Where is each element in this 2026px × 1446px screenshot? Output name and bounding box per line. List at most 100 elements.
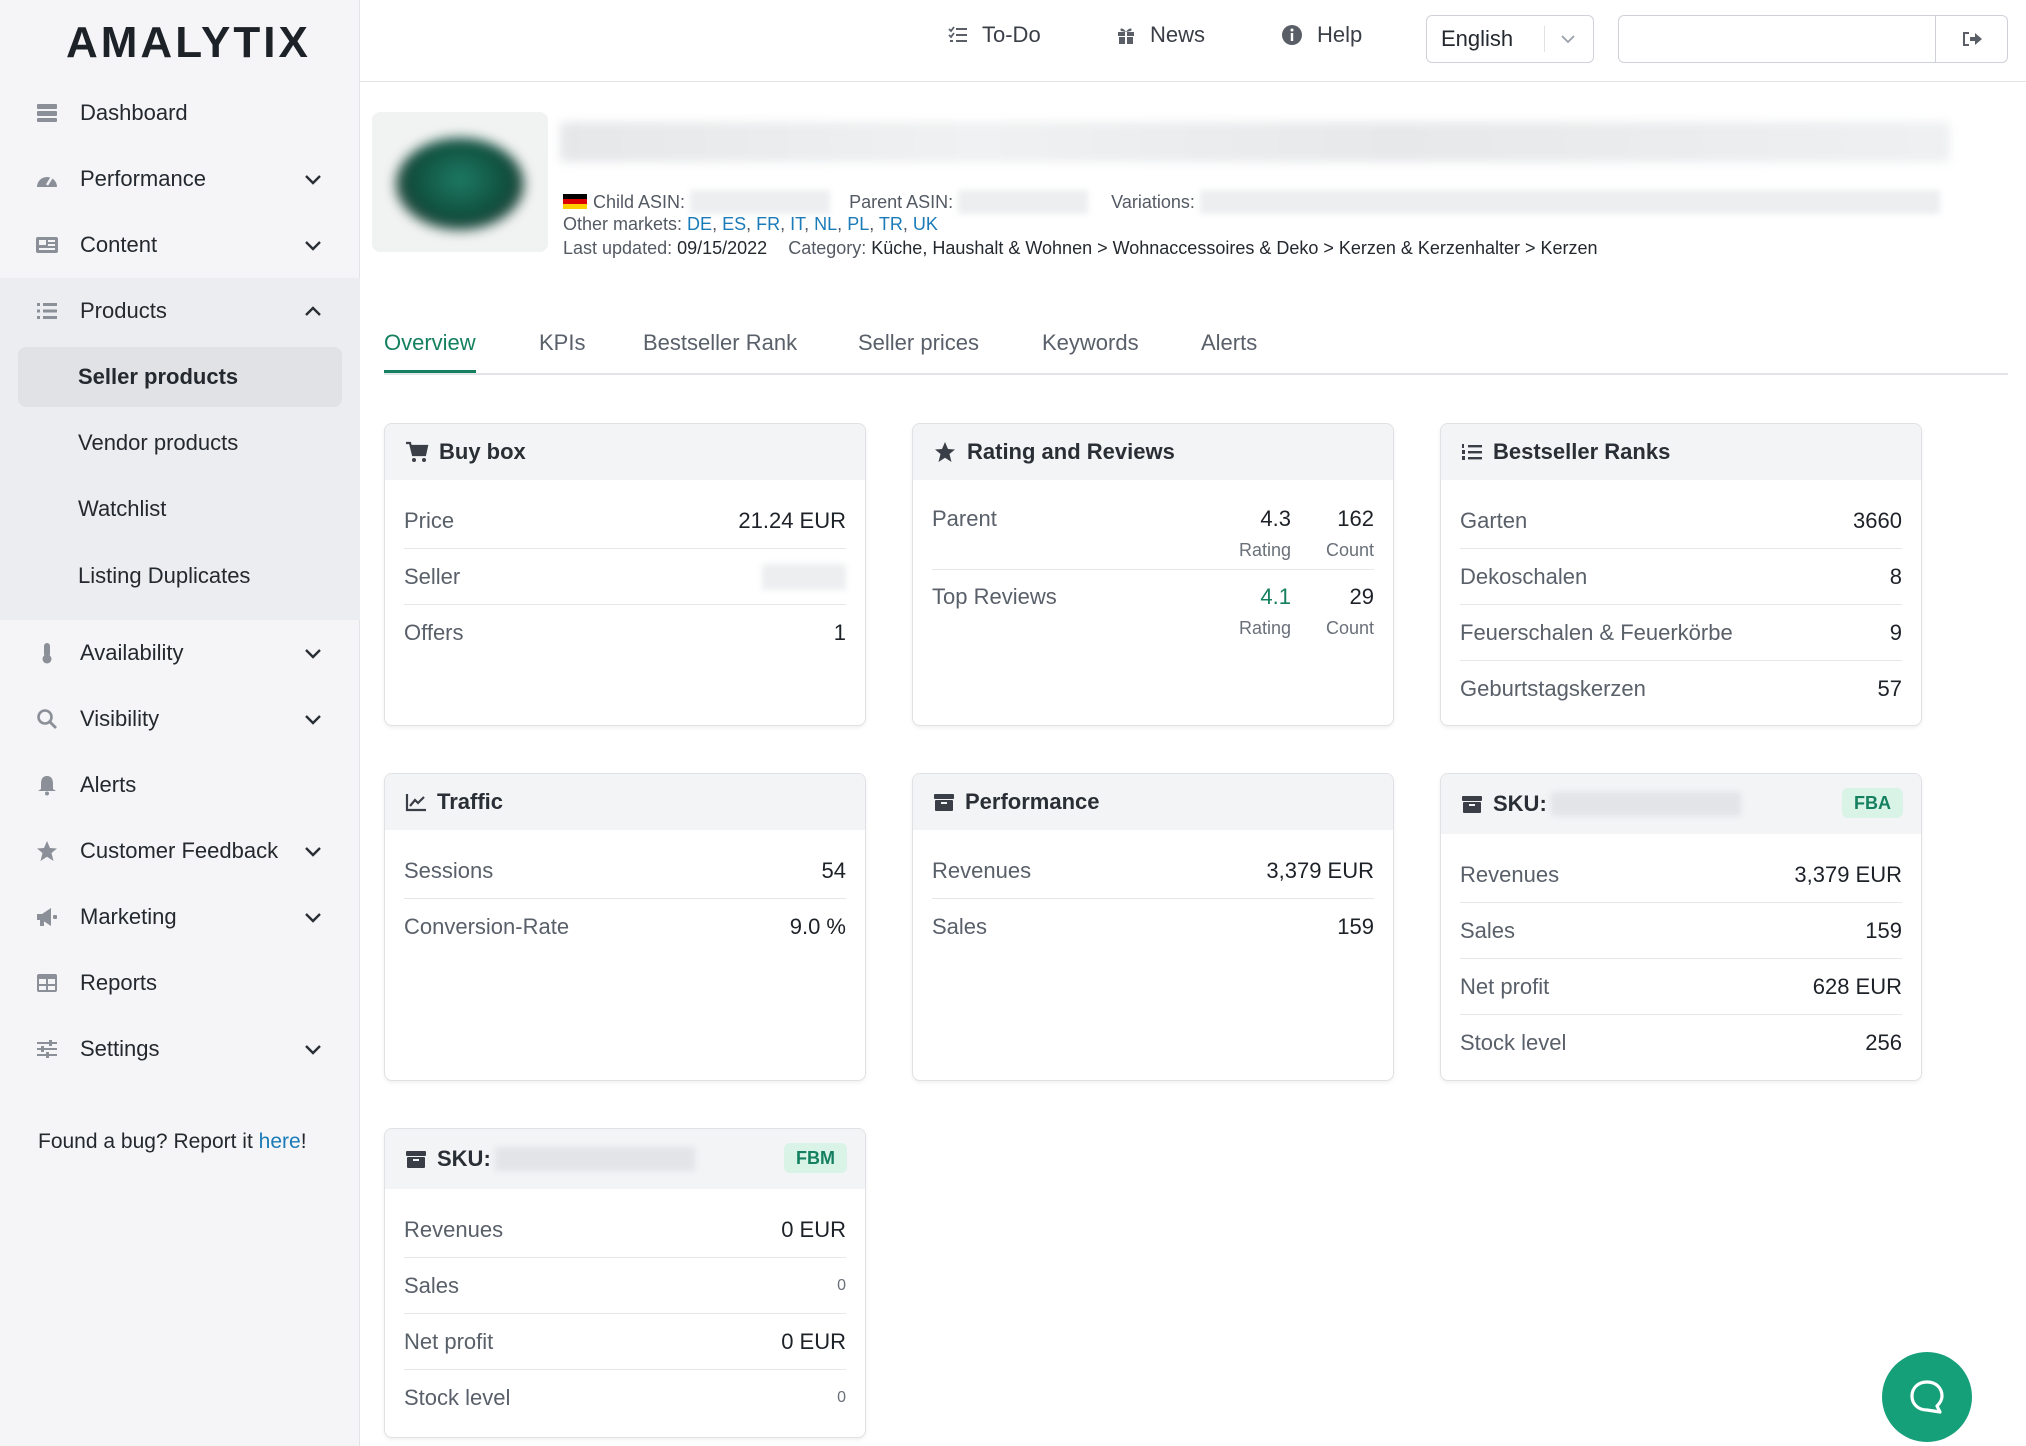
sidebar-item-label: Reports: [80, 970, 158, 995]
top-reviews-row: Top Reviews 4.1 29 Rating Count: [932, 570, 1374, 648]
row-value: 256: [1865, 1030, 1902, 1055]
card-header: Performance: [913, 774, 1393, 830]
tab-bestseller-rank[interactable]: Bestseller Rank: [643, 330, 798, 355]
sidebar-subitem-listing-duplicates[interactable]: Listing Duplicates: [78, 563, 251, 588]
row-label: Revenues: [404, 1216, 504, 1242]
chevron-down-icon: [305, 715, 321, 725]
star-icon: [34, 838, 60, 864]
todo-label: To-Do: [982, 22, 1041, 47]
sign-out-icon: [1962, 32, 1982, 46]
bsr-row: Feuerschalen & Feuerkörbe 9: [1460, 605, 1902, 661]
sidebar-item-label: Performance: [80, 166, 206, 191]
todo-link[interactable]: To-Do: [948, 22, 1041, 48]
language-select[interactable]: English: [1426, 15, 1594, 63]
buybox-card: Buy box Price 21.24 EUR Seller Offers 1: [384, 423, 866, 726]
tab-seller-prices[interactable]: Seller prices: [858, 330, 980, 355]
sidebar-item-marketing[interactable]: Marketing: [0, 884, 360, 950]
chevron-down-icon: [305, 649, 321, 659]
market-link-nl[interactable]: NL: [814, 214, 838, 234]
chevron-down-icon: [305, 913, 321, 923]
market-link-it[interactable]: IT: [790, 214, 805, 234]
card-title: Rating and Reviews: [967, 439, 1175, 464]
sidebar-item-settings[interactable]: Settings: [0, 1016, 360, 1082]
market-link-es[interactable]: ES: [722, 214, 747, 234]
sidebar-item-label: Marketing: [80, 904, 177, 929]
tab-overview[interactable]: Overview: [384, 330, 476, 373]
parent-count-value: 162: [1337, 506, 1374, 531]
market-link-tr[interactable]: TR: [878, 214, 903, 234]
chevron-down-icon: [305, 175, 321, 185]
sidebar-item-label: Content: [80, 232, 158, 257]
search-input[interactable]: [1618, 15, 1936, 63]
sidebar-item-content[interactable]: Content: [0, 212, 360, 278]
sku-row: Stock level 256: [1460, 1015, 1902, 1071]
chat-bubble-icon: [1910, 1380, 1944, 1414]
sidebar-subitem-seller-products[interactable]: Seller products: [18, 347, 342, 407]
sidebar-subitem-watchlist[interactable]: Watchlist: [78, 496, 167, 521]
sku-row: Sales 159: [1460, 903, 1902, 959]
bug-text: Found a bug? Report it: [38, 1130, 259, 1153]
card-body: Parent 4.3 162 Rating Count Top Reviews …: [913, 492, 1393, 648]
sidebar-item-performance[interactable]: Performance: [0, 146, 360, 212]
sidebar-item-visibility[interactable]: Visibility: [0, 686, 360, 752]
market-link-de[interactable]: DE: [687, 214, 713, 234]
sidebar-item-customer-feedback[interactable]: Customer Feedback: [0, 818, 360, 884]
gift-icon: [1118, 28, 1134, 44]
last-updated-value: 09/15/2022: [677, 238, 768, 258]
sidebar-item-dashboard[interactable]: Dashboard: [0, 80, 360, 146]
news-link[interactable]: News: [1116, 22, 1205, 48]
parent-asin-redacted: [958, 190, 1089, 214]
chevron-down-icon: [1561, 35, 1575, 44]
row-label: Stock level: [404, 1385, 511, 1410]
row-value: 3660: [1853, 507, 1902, 533]
logo[interactable]: AMALYTIX: [66, 18, 311, 67]
variations-redacted: [1199, 190, 1940, 214]
card-title: Performance: [965, 789, 1100, 814]
logout-button[interactable]: [1936, 15, 2008, 63]
row-value: 0: [837, 1276, 846, 1294]
row-value: 8: [1889, 563, 1902, 589]
chat-button[interactable]: [1882, 1352, 1972, 1442]
sku-fba-card: SKU: FBA Revenues 3,379 EUR Sales 159 Net …: [1440, 773, 1922, 1081]
performance-card: Performance Revenues 3,379 EUR Sales 159: [912, 773, 1394, 1081]
sidebar-item-label: Settings: [80, 1036, 160, 1061]
rating-card: Rating and Reviews Parent 4.3 162 Rating…: [912, 423, 1394, 726]
row-value: 0 EUR: [781, 1216, 846, 1242]
row-label: Parent: [932, 506, 997, 531]
count-caption: Count: [1325, 540, 1374, 560]
card-header: Traffic: [385, 774, 865, 830]
sidebar-item-label: Products: [80, 298, 167, 323]
sku-redacted: [1550, 792, 1741, 816]
row-label: Top Reviews: [932, 584, 1057, 609]
offers-value: 1: [833, 620, 846, 645]
line-chart-icon: [405, 794, 426, 812]
fulfillment-badge: FBA: [1842, 788, 1903, 818]
child-asin-redacted: [690, 190, 831, 214]
help-label: Help: [1317, 22, 1363, 47]
sidebar-item-products[interactable]: Products: [0, 278, 360, 344]
conversion-rate-row: Conversion-Rate 9.0 %: [404, 899, 846, 955]
card-header: Bestseller Ranks: [1441, 424, 1921, 480]
help-link[interactable]: Help: [1281, 22, 1362, 48]
sidebar-subitem-vendor-products[interactable]: Vendor products: [78, 430, 239, 455]
sidebar-item-alerts[interactable]: Alerts: [0, 752, 360, 818]
row-label: Sessions: [404, 857, 494, 883]
sidebar-item-availability[interactable]: Availability: [0, 620, 360, 686]
tab-alerts[interactable]: Alerts: [1201, 330, 1258, 355]
market-link-fr[interactable]: FR: [756, 214, 781, 234]
asin-line: Child ASIN: Parent ASIN: Variations:: [563, 190, 1940, 214]
market-link-pl[interactable]: PL: [847, 214, 870, 234]
products-group: Products Seller products Vendor products…: [0, 278, 360, 620]
tab-kpis[interactable]: KPIs: [539, 330, 586, 355]
market-link-uk[interactable]: UK: [912, 214, 938, 234]
product-title-redacted: [560, 122, 1950, 162]
dashboard-icon: [34, 100, 60, 126]
product-image-blurred: [396, 138, 524, 230]
sidebar-item-reports[interactable]: Reports: [0, 950, 360, 1016]
sidebar-item-label: Visibility: [80, 706, 160, 731]
bug-report-link[interactable]: here: [258, 1130, 301, 1153]
row-label: Garten: [1460, 507, 1528, 533]
shopping-cart-icon: [406, 441, 429, 462]
tab-keywords[interactable]: Keywords: [1042, 330, 1139, 355]
gauge-icon: [34, 166, 60, 192]
